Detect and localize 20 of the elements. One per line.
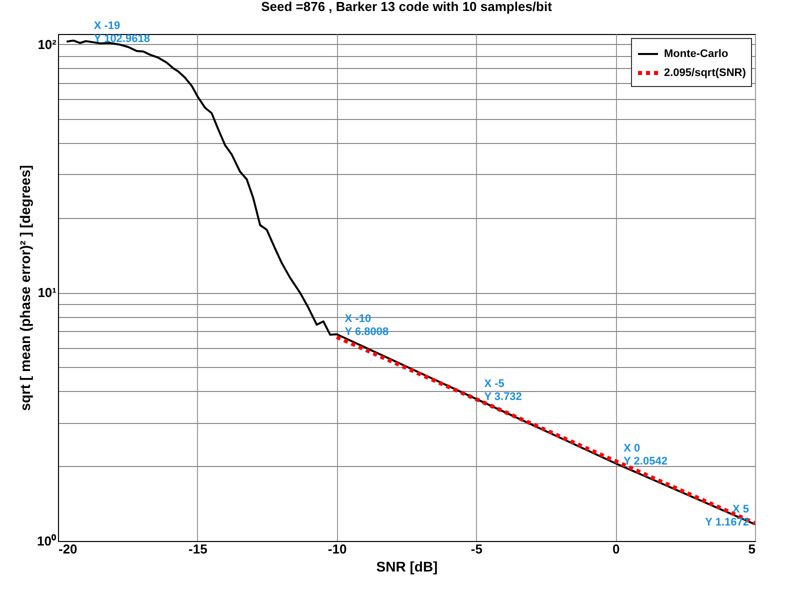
x-tick-label: -20 — [58, 542, 78, 556]
chart-title: Seed =876 , Barker 13 code with 10 samples/bit — [261, 0, 553, 14]
x-tick-label: 0 — [612, 542, 620, 556]
annotation: X -10 Y 6.8008 — [344, 313, 389, 338]
x-axis-title: SNR [dB] — [376, 558, 438, 574]
y-axis-title: sqrt [ mean (phase error)² ] [degrees] — [17, 165, 34, 411]
x-tick-label: 5 — [748, 542, 756, 556]
y-tick-label: 10¹ — [38, 285, 56, 300]
annotation: X 5 Y 1.1672 — [705, 503, 749, 528]
x-tick-label: -5 — [470, 542, 482, 556]
annotation: X 0 Y 2.0542 — [624, 442, 668, 468]
x-tick-label: -10 — [328, 542, 347, 556]
legend-label: 2.095/sqrt(SNR) — [664, 67, 746, 79]
y-tick-label: 10² — [38, 36, 58, 52]
legend-label: Monte-Carlo — [664, 48, 728, 60]
line-series — [334, 335, 755, 526]
y-tick-label: 10⁰ — [37, 534, 56, 548]
annotation: X -5 Y 3.732 — [484, 378, 522, 403]
x-tick-label: -15 — [188, 542, 208, 556]
annotation: X -19 Y 102.9618 — [94, 20, 150, 46]
